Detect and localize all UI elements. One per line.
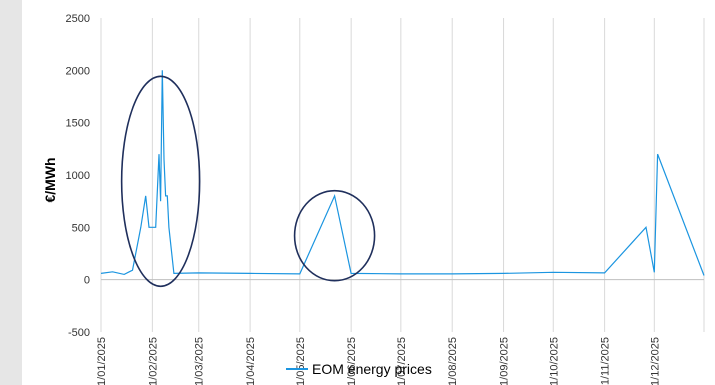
- y-tick-label: 0: [84, 275, 90, 287]
- series-line: [100, 70, 705, 276]
- highlight-ellipses: [120, 75, 376, 288]
- chart-panel: -500 0 500 1000 1500 2000 2500 01/01/2025 01/02…: [22, 0, 715, 385]
- x-tick-label: 01/06/2025: [346, 337, 358, 385]
- x-tick-label: 01/09/2025: [499, 337, 511, 385]
- price-series: [100, 70, 705, 276]
- highlight-ellipse-february: [120, 75, 201, 288]
- legend-label: EOM energy prices: [312, 361, 432, 377]
- x-axis-ticks: 01/01/2025 01/02/2025 01/03/2025 01/04/2025…: [96, 337, 661, 385]
- y-axis-ticks: -500 0 500 1000 1500 2000 2500: [66, 13, 90, 339]
- x-tick-label: 01/11/2025: [600, 337, 612, 385]
- x-tick-label: 01/02/2025: [147, 337, 159, 385]
- y-tick-label: 2500: [66, 13, 90, 25]
- x-tick-label: 01/10/2025: [548, 337, 560, 385]
- x-tick-label: 01/03/2025: [194, 337, 206, 385]
- highlight-ellipse-may: [293, 189, 376, 282]
- y-tick-label: -500: [68, 327, 90, 339]
- x-tick-label: 01/05/2025: [295, 337, 307, 385]
- eom-price-chart: -500 0 500 1000 1500 2000 2500 01/01/2025 01/02…: [42, 13, 705, 385]
- y-tick-label: 500: [72, 222, 90, 234]
- x-tick-label: 01/04/2025: [245, 337, 257, 385]
- y-tick-label: 2000: [66, 65, 90, 77]
- y-tick-label: 1000: [66, 170, 90, 182]
- y-tick-label: 1500: [66, 118, 90, 130]
- x-tick-label: 01/08/2025: [447, 337, 459, 385]
- x-tick-label: 01/07/2025: [396, 337, 408, 385]
- vertical-gridlines: [100, 18, 705, 332]
- x-tick-label: 01/12/2025: [649, 337, 661, 385]
- y-axis-label: €/MWh: [42, 157, 58, 202]
- x-tick-label: 01/01/2025: [96, 337, 108, 385]
